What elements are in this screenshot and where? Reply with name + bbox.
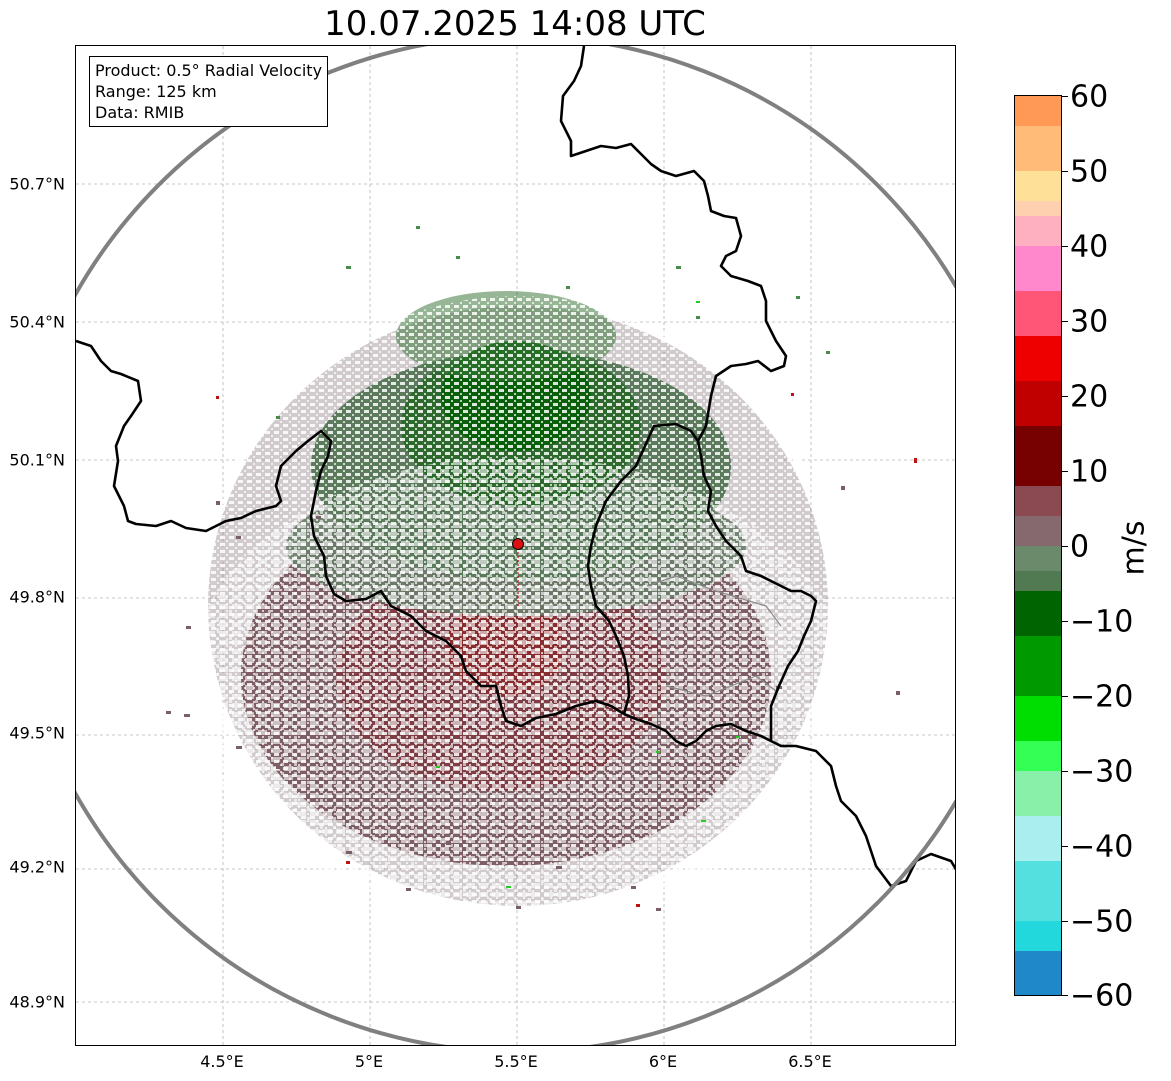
colorbar-tick-mark: [1062, 321, 1068, 322]
border-luxembourg: [586, 422, 818, 741]
colorbar-tick-label: −40: [1070, 829, 1134, 865]
colorbar-segment: [1015, 771, 1061, 816]
colorbar-segment: [1015, 381, 1061, 426]
colorbar-tick-label: −50: [1070, 904, 1134, 940]
lat-tick-label: 49.2°N: [9, 857, 65, 877]
colorbar-tick-label: −60: [1070, 978, 1134, 1014]
colorbar-tick-mark: [1062, 171, 1068, 172]
colorbar-segment: [1015, 336, 1061, 381]
border-belgium-germany: [559, 46, 788, 442]
colorbar-segment: [1015, 741, 1061, 771]
colorbar-tick-mark: [1062, 696, 1068, 697]
colorbar-tick-mark: [1062, 246, 1068, 247]
colorbar-segment: [1015, 546, 1061, 571]
lat-tick-label: 50.1°N: [9, 450, 65, 470]
velocity-colorbar: [1014, 95, 1062, 996]
colorbar-segment: [1015, 636, 1061, 696]
colorbar-segment: [1015, 861, 1061, 921]
lat-tick-label: 49.8°N: [9, 587, 65, 607]
colorbar-segment: [1015, 816, 1061, 861]
lon-tick-label: 6.5°E: [788, 1052, 832, 1071]
lat-tick-label: 49.5°N: [9, 723, 65, 743]
colorbar-unit-label: m/s: [1116, 520, 1152, 576]
colorbar-tick-mark: [1062, 771, 1068, 772]
colorbar-tick-mark: [1062, 846, 1068, 847]
lon-tick-label: 6°E: [648, 1052, 678, 1071]
echo-scatter-green: [276, 226, 830, 419]
colorbar-tick-mark: [1062, 995, 1068, 996]
lon-tick-label: 5°E: [354, 1052, 384, 1071]
colorbar-tick-label: 20: [1070, 379, 1109, 415]
colorbar-tick-label: −20: [1070, 679, 1134, 715]
colorbar-segment: [1015, 516, 1061, 546]
colorbar-tick-label: −30: [1070, 754, 1134, 790]
radar-map-canvas: [76, 46, 955, 1045]
colorbar-tick-mark: [1062, 471, 1068, 472]
product-info-box: Product: 0.5° Radial Velocity Range: 125…: [89, 56, 329, 127]
colorbar-tick-label: 50: [1070, 154, 1109, 190]
colorbar-segment: [1015, 486, 1061, 516]
colorbar-tick-mark: [1062, 621, 1068, 622]
colorbar-tick-mark: [1062, 396, 1068, 397]
colorbar-tick-label: 60: [1070, 79, 1109, 115]
radar-echoes: [166, 226, 917, 916]
colorbar-tick-label: 10: [1070, 454, 1109, 490]
colorbar-tick-mark: [1062, 921, 1068, 922]
colorbar-segment: [1015, 171, 1061, 201]
colorbar-segment: [1015, 291, 1061, 336]
colorbar-segment: [1015, 201, 1061, 216]
lon-tick-label: 5.5°E: [494, 1052, 538, 1071]
colorbar-tick-label: 40: [1070, 229, 1109, 265]
map-title: 10.07.2025 14:08 UTC: [324, 4, 706, 44]
radar-map[interactable]: [75, 45, 956, 1046]
info-range: Range: 125 km: [95, 82, 217, 101]
colorbar-segment: [1015, 951, 1061, 995]
radar-site-marker: [512, 538, 524, 550]
colorbar-segment: [1015, 126, 1061, 171]
lat-tick-label: 50.7°N: [9, 174, 65, 194]
lon-tick-label: 4.5°E: [200, 1052, 244, 1071]
info-product: Product: 0.5° Radial Velocity: [95, 61, 323, 80]
echo-texture-south: [188, 456, 848, 916]
colorbar-tick-label: 30: [1070, 304, 1109, 340]
echo-scatter-bright: [436, 301, 740, 888]
colorbar-segment: [1015, 921, 1061, 951]
colorbar-segment: [1015, 96, 1061, 126]
colorbar-tick-label: 0: [1070, 529, 1090, 565]
echo-scatter-red: [216, 393, 917, 907]
colorbar-tick-mark: [1062, 546, 1068, 547]
lat-tick-label: 50.4°N: [9, 312, 65, 332]
colorbar-tick-label: −10: [1070, 604, 1134, 640]
internal-borders: [646, 575, 782, 697]
colorbar-segment: [1015, 216, 1061, 246]
colorbar-tick-mark: [1062, 96, 1068, 97]
info-data: Data: RMIB: [95, 103, 185, 122]
border-france-belgium: [76, 339, 625, 728]
colorbar-segment: [1015, 696, 1061, 741]
colorbar-segment: [1015, 591, 1061, 636]
lat-tick-label: 48.9°N: [9, 992, 65, 1012]
colorbar-segment: [1015, 426, 1061, 486]
colorbar-segment: [1015, 246, 1061, 291]
colorbar-segment: [1015, 571, 1061, 591]
